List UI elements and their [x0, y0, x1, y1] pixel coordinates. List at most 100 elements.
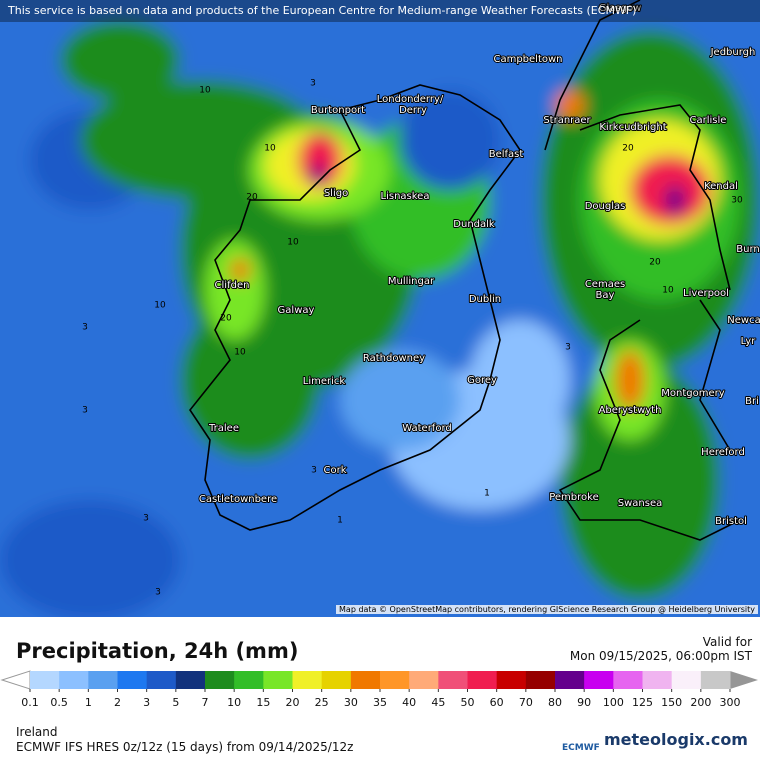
colorbar-label: 2 — [114, 696, 121, 709]
colorbar-label: 0.5 — [50, 696, 68, 709]
place-label: Lisnaskea — [381, 191, 430, 202]
place-label: Galway — [278, 305, 315, 316]
place-label: Montgomery — [661, 388, 724, 399]
place-label: Limerick — [303, 376, 346, 387]
place-label: Campbeltown — [493, 54, 562, 65]
place-label: Liverpool — [683, 288, 729, 299]
colorbar-label: 15 — [256, 696, 270, 709]
colorbar-segment — [584, 671, 614, 689]
place-label: Douglas — [585, 201, 626, 212]
contour-label: 1 — [484, 489, 490, 499]
contour-label: 3 — [82, 323, 88, 333]
contour-label: 3 — [310, 79, 316, 89]
colorbar-label: 30 — [344, 696, 358, 709]
contour-label: 1 — [337, 516, 343, 526]
place-label: Dublin — [469, 294, 501, 305]
region: Ireland — [16, 725, 58, 739]
colorbar-segment — [88, 671, 118, 689]
colorbar-segment — [467, 671, 498, 689]
colorbar-label: 0.1 — [21, 696, 39, 709]
ecmwf-logo: ECMWF — [562, 743, 600, 753]
footer: Precipitation, 24h (mm) Valid for Mon 09… — [0, 617, 760, 760]
colorbar-label: 300 — [720, 696, 741, 709]
place-label: Stranraer — [543, 115, 591, 126]
colorbar-segment — [350, 671, 381, 689]
place-label: Kendal — [704, 181, 738, 192]
colorbar-label: 7 — [202, 696, 209, 709]
contour-label: 20 — [649, 258, 661, 268]
colorbar-label: 25 — [315, 696, 329, 709]
colorbar-label: 5 — [172, 696, 179, 709]
place-label: Cork — [323, 465, 346, 476]
place-label: Dundalk — [453, 219, 495, 230]
place-label: Derry — [399, 105, 427, 116]
colorbar-label: 80 — [548, 696, 562, 709]
colorbar-arrow-right — [730, 671, 758, 689]
colorbar: 0.1 0.5 1 2 3 5 7 10 15 20 25 30 35 40 45 50 60 70 80 90 100… — [0, 670, 758, 709]
place-label: Waterford — [402, 423, 451, 434]
map-credit: Map data © OpenStreetMap contributors, r… — [336, 605, 758, 614]
brand-logo: meteologix.com — [604, 730, 748, 749]
contour-label: 10 — [264, 144, 276, 154]
place-label: Kirkcudbright — [599, 122, 666, 133]
model-info: ECMWF IFS HRES 0z/12z (15 days) from 09/… — [16, 740, 354, 754]
coastline — [189, 0, 741, 541]
colorbar-label: 200 — [690, 696, 711, 709]
colorbar-label: 70 — [519, 696, 533, 709]
colorbar-label: 20 — [286, 696, 300, 709]
attribution: This service is based on data and produc… — [0, 0, 760, 22]
place-label: Belfast — [489, 149, 524, 160]
place-label: Newca — [727, 315, 760, 326]
colorbar-segment — [642, 671, 673, 689]
place-label: Burtonport — [311, 105, 365, 116]
colorbar-segment — [30, 671, 60, 689]
place-label: Castletownbere — [199, 494, 277, 505]
contour-label: 10 — [287, 238, 299, 248]
place-label: Carlisle — [690, 115, 727, 126]
contour-label: 3 — [311, 466, 317, 476]
colorbar-segment — [496, 671, 527, 689]
colorbar-segment — [321, 671, 352, 689]
colorbar-label: 3 — [143, 696, 150, 709]
colorbar-segment — [525, 671, 556, 689]
colorbar-segment — [671, 671, 702, 689]
place-label: Burn — [736, 244, 759, 255]
place-label: Bristol — [715, 516, 747, 527]
colorbar-segment — [59, 671, 89, 689]
contour-label: 10 — [199, 86, 211, 96]
colorbar-segment — [205, 671, 235, 689]
contour-label: 3 — [155, 588, 161, 598]
place-label: Glasgow — [599, 3, 642, 14]
precip-field — [0, 0, 760, 617]
place-label: Gorey — [467, 375, 497, 386]
colorbar-label: 125 — [632, 696, 653, 709]
contour-label: 3 — [82, 406, 88, 416]
contour-label: 20 — [246, 193, 258, 203]
colorbar-label: 10 — [227, 696, 241, 709]
place-label: Pembroke — [549, 492, 599, 503]
place-label: Cemaes — [585, 279, 625, 290]
contour-label: 30 — [731, 196, 743, 206]
colorbar-label: 1 — [85, 696, 92, 709]
colorbar-segment — [146, 671, 177, 689]
colorbar-segment — [263, 671, 293, 689]
contour-label: 3 — [565, 343, 571, 353]
colorbar-segment — [117, 671, 148, 689]
contour-label: 10 — [234, 348, 246, 358]
colorbar-segment — [234, 671, 264, 689]
place-label: Rathdowney — [363, 353, 425, 364]
colorbar-label: 50 — [461, 696, 475, 709]
colorbar-segment — [555, 671, 585, 689]
place-label: Londonderry/ — [377, 94, 444, 105]
colorbar-label: 90 — [577, 696, 591, 709]
title: Precipitation, 24h (mm) — [16, 639, 299, 663]
place-label: Bay — [596, 290, 615, 301]
colorbar-segment — [438, 671, 468, 689]
colorbar-label: 40 — [402, 696, 416, 709]
place-label: Bri — [745, 396, 759, 407]
map: Glasgow Jedburgh Campbeltown Londonderry/De… — [0, 0, 760, 617]
colorbar-label: 35 — [373, 696, 387, 709]
contour-label: 20 — [220, 314, 232, 324]
colorbar-label: 100 — [603, 696, 624, 709]
